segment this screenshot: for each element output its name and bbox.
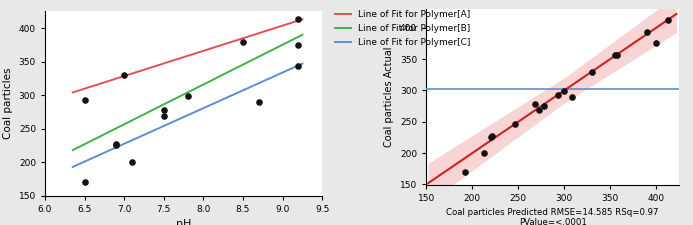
Point bbox=[79, 98, 90, 102]
Point bbox=[111, 142, 122, 146]
Point bbox=[651, 42, 662, 45]
Y-axis label: Coal particles Actual: Coal particles Actual bbox=[385, 47, 394, 147]
Point bbox=[158, 114, 169, 118]
Point bbox=[119, 73, 130, 77]
Point bbox=[479, 151, 490, 154]
Point bbox=[485, 136, 496, 139]
Point bbox=[158, 108, 169, 112]
Point bbox=[566, 96, 577, 99]
Point bbox=[538, 104, 550, 108]
Point bbox=[182, 94, 193, 98]
Point bbox=[510, 122, 521, 126]
Point bbox=[586, 70, 597, 74]
Point bbox=[663, 18, 674, 21]
Point bbox=[79, 180, 90, 184]
X-axis label: pH: pH bbox=[176, 219, 191, 225]
Legend: Line of Fit for Polymer[A], Line of Fit for Polymer[B], Line of Fit for Polymer[: Line of Fit for Polymer[A], Line of Fit … bbox=[334, 9, 471, 48]
Point bbox=[552, 93, 563, 97]
Point bbox=[293, 18, 304, 21]
Point bbox=[127, 160, 138, 164]
Point bbox=[611, 54, 622, 57]
Point bbox=[293, 64, 304, 68]
Point bbox=[111, 144, 122, 147]
Point bbox=[238, 40, 249, 44]
Point bbox=[534, 108, 545, 112]
Y-axis label: Coal particles: Coal particles bbox=[3, 68, 13, 139]
Point bbox=[609, 53, 620, 56]
Point bbox=[559, 89, 570, 93]
Point bbox=[642, 30, 653, 34]
Point bbox=[529, 102, 541, 106]
Point bbox=[293, 43, 304, 47]
Point bbox=[254, 101, 265, 104]
Point bbox=[487, 135, 498, 138]
Point bbox=[459, 170, 471, 174]
X-axis label: Coal particles Predicted RMSE=14.585 RSq=0.97
PValue=<.0001: Coal particles Predicted RMSE=14.585 RSq… bbox=[446, 208, 659, 225]
